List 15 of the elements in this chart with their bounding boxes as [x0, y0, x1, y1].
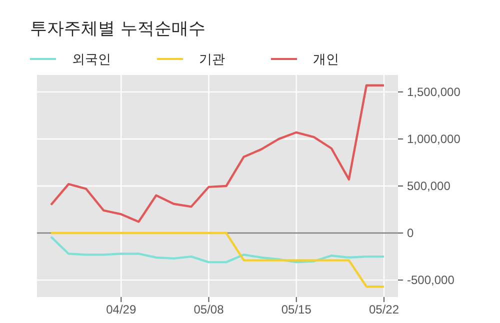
line-series — [50, 84, 386, 223]
y-tick-label: 0 — [407, 226, 414, 240]
legend-label: 외국인 — [72, 52, 111, 68]
y-tick-label: -500,000 — [407, 272, 455, 287]
legend-label: 개인 — [313, 52, 339, 68]
chart-title: 투자주체별 누적순매수 — [30, 19, 206, 39]
y-tick-label: 500,000 — [407, 178, 451, 193]
line-series — [50, 236, 386, 264]
x-tick-label: 05/08 — [194, 302, 224, 317]
x-tick-label: 05/15 — [281, 302, 312, 317]
y-tick-label: 1,500,000 — [407, 84, 461, 99]
x-tick-label: 05/22 — [368, 302, 400, 317]
legend-label: 기관 — [199, 52, 225, 68]
y-tick-label: 1,000,000 — [407, 132, 461, 146]
x-tick-label: 04/29 — [106, 302, 136, 317]
